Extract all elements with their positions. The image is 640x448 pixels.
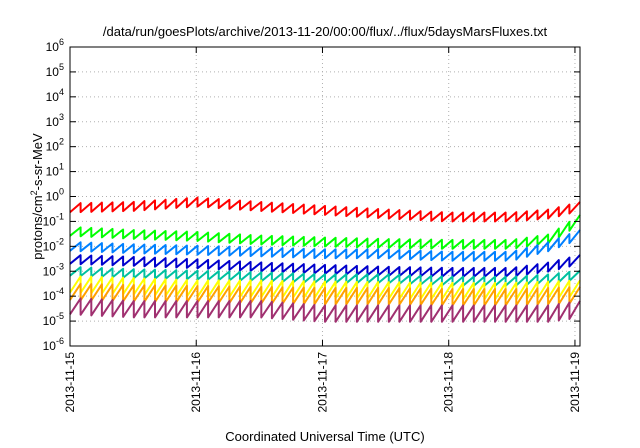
y-tick-base: 10 bbox=[46, 90, 60, 104]
series-line bbox=[69, 229, 581, 262]
y-tick-base: 10 bbox=[46, 65, 60, 79]
y-axis-label: protons/cm2-s-sr-MeV bbox=[29, 133, 45, 260]
x-axis: 2013-11-15 2013-11-16 2013-11-17 2013-11-18… bbox=[63, 47, 582, 413]
y-tick-base: 10 bbox=[46, 190, 60, 204]
y-tick-exponent: 2 bbox=[59, 137, 64, 147]
x-tick-label: 2013-11-17 bbox=[315, 352, 329, 413]
y-tick-label: 10-6 bbox=[43, 336, 64, 353]
y-tick-base: 10 bbox=[46, 40, 60, 54]
y-tick-exponent: -2 bbox=[56, 236, 64, 246]
y-tick-label: 101 bbox=[46, 162, 64, 179]
y-tick-base: 10 bbox=[43, 214, 57, 228]
series-line bbox=[69, 254, 581, 278]
y-tick-base: 10 bbox=[43, 239, 57, 253]
x-tick-label: 2013-11-16 bbox=[189, 352, 203, 413]
y-tick-label: 104 bbox=[46, 87, 64, 104]
y-tick-base: 10 bbox=[46, 115, 60, 129]
x-axis-label: Coordinated Universal Time (UTC) bbox=[225, 429, 424, 444]
y-tick-label: 10-1 bbox=[43, 211, 64, 228]
y-tick-label: 10-4 bbox=[43, 286, 64, 303]
y-tick-label: 102 bbox=[46, 137, 64, 154]
y-tick-exponent: 1 bbox=[59, 162, 64, 172]
y-tick-exponent: -3 bbox=[56, 261, 64, 271]
y-tick-base: 10 bbox=[43, 289, 57, 303]
y-tick-exponent: 4 bbox=[59, 87, 64, 97]
y-tick-label: 100 bbox=[46, 187, 64, 204]
y-tick-exponent: -5 bbox=[56, 311, 64, 321]
x-tick-label: 2013-11-18 bbox=[442, 352, 456, 413]
series-line bbox=[69, 266, 581, 287]
y-tick-label: 10-3 bbox=[43, 261, 64, 278]
y-tick-exponent: 3 bbox=[59, 112, 64, 122]
y-tick-exponent: -6 bbox=[56, 336, 64, 346]
y-tick-label: 10-2 bbox=[43, 236, 64, 253]
y-tick-label: 103 bbox=[46, 112, 64, 129]
y-tick-exponent: -1 bbox=[56, 211, 64, 221]
series-line bbox=[69, 297, 581, 323]
x-tick-label: 2013-11-15 bbox=[63, 352, 77, 413]
y-tick-exponent: 6 bbox=[59, 37, 64, 47]
series-line bbox=[69, 282, 581, 307]
y-tick-base: 10 bbox=[43, 314, 57, 328]
y-tick-exponent: 0 bbox=[59, 187, 64, 197]
y-tick-label: 105 bbox=[46, 62, 64, 79]
y-tick-base: 10 bbox=[43, 264, 57, 278]
series-line bbox=[69, 214, 581, 250]
y-tick-label: 106 bbox=[46, 37, 64, 54]
y-tick-label: 10-5 bbox=[43, 311, 64, 328]
y-tick-base: 10 bbox=[43, 339, 57, 353]
y-axis: 10610510410310210110010-110-210-310-410-… bbox=[43, 37, 580, 353]
x-tick-label: 2013-11-19 bbox=[568, 352, 582, 413]
y-tick-exponent: 5 bbox=[59, 62, 64, 72]
y-tick-base: 10 bbox=[46, 165, 60, 179]
series-layer bbox=[69, 196, 581, 323]
chart-title: /data/run/goesPlots/archive/2013-11-20/0… bbox=[103, 24, 548, 39]
y-tick-base: 10 bbox=[46, 140, 60, 154]
y-tick-exponent: -4 bbox=[56, 286, 64, 296]
series-line bbox=[69, 196, 581, 223]
